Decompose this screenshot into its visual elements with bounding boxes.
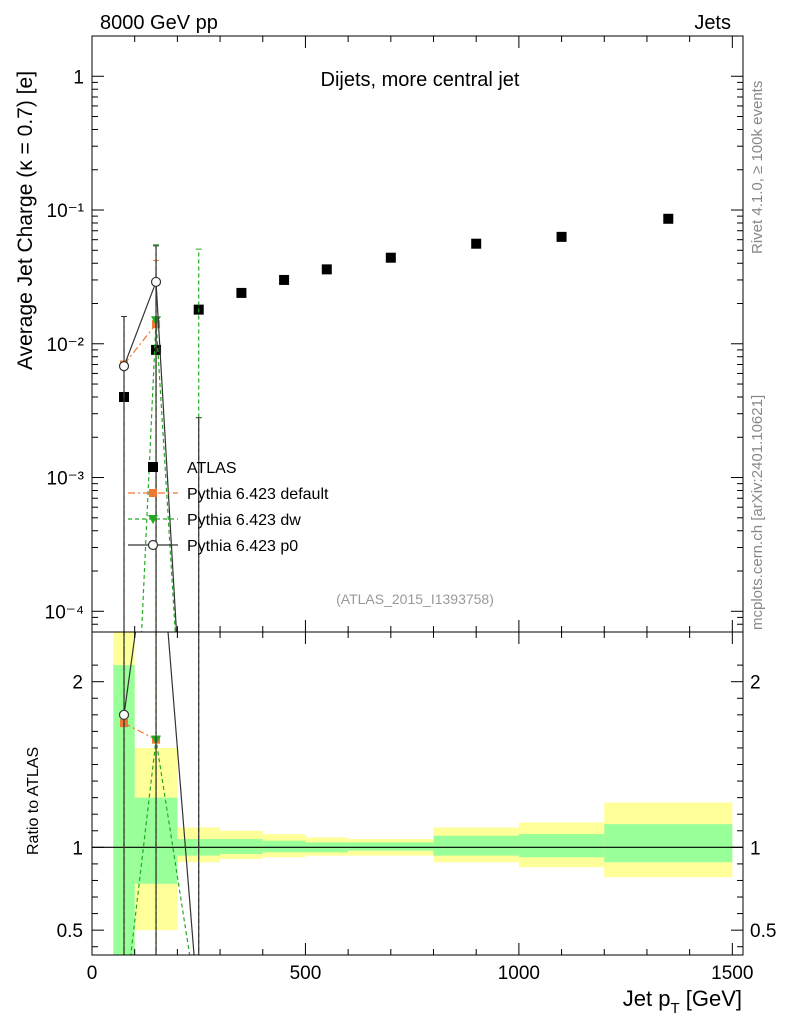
ratio-y-tick-label: 0.5 xyxy=(57,921,83,942)
x-tick-label: 0 xyxy=(87,963,98,984)
x-tick-label: 500 xyxy=(290,963,322,984)
main-atlas-point xyxy=(663,213,674,224)
energy-label: 8000 GeV pp xyxy=(100,12,218,34)
ratio-y-tick-label: 1 xyxy=(72,838,83,859)
x-axis-label: Jet pT [GeV] xyxy=(623,986,742,1017)
legend: ATLAS Pythia 6.423 default Pythia 6.423 dw… xyxy=(128,460,329,555)
main-atlas-point xyxy=(556,231,567,242)
main-dw-point xyxy=(119,1009,129,1018)
ratio-y-axis-label: Ratio to ATLAS xyxy=(25,747,42,855)
uncertainty-band-green xyxy=(262,840,306,853)
main-atlas-point xyxy=(321,264,332,275)
x-tick-label: 1000 xyxy=(498,963,540,984)
main-atlas-point xyxy=(471,238,482,249)
ratio-p0-point xyxy=(194,1008,203,1017)
rivet-version-label: Rivet 4.1.0, ≥ 100k events xyxy=(749,81,766,254)
main-atlas-point xyxy=(279,274,290,285)
ratio-series-line xyxy=(123,722,157,741)
legend-p0-point xyxy=(147,539,159,551)
ratio-plot-frame xyxy=(91,631,744,956)
uncertainty-band-green xyxy=(604,824,733,863)
x-tick-label: 1500 xyxy=(711,963,753,984)
source-label: mcplots.cern.ch [arXiv:2401.10621] xyxy=(749,395,766,630)
y-tick-label: 10⁻³ xyxy=(47,469,85,490)
analysis-watermark: (ATLAS_2015_I1393758) xyxy=(336,591,494,607)
y-tick-label: 10⁻² xyxy=(47,335,85,356)
series-line xyxy=(123,323,157,365)
ratio-y-tick-label-right: 1 xyxy=(750,838,761,859)
ratio-y-tick-label: 2 xyxy=(72,673,83,694)
uncertainty-band-green xyxy=(433,835,519,856)
legend-default-point xyxy=(149,489,157,497)
uncertainty-band-green xyxy=(348,842,434,851)
ratio-y-tick-label-right: 2 xyxy=(750,673,761,694)
main-atlas-point xyxy=(236,287,247,298)
main-p0-point xyxy=(118,361,130,372)
legend-label: Pythia 6.423 p0 xyxy=(187,538,298,555)
ratio-dw-point xyxy=(119,1009,129,1018)
ratio-p0-point xyxy=(118,709,130,720)
legend-label: ATLAS xyxy=(187,460,237,477)
uncertainty-band-green xyxy=(518,834,605,858)
uncertainty-band-green xyxy=(220,839,263,854)
y-tick-label: 10⁻⁴ xyxy=(45,602,84,623)
ratio-y-tick-label-right: 0.5 xyxy=(750,921,776,942)
main-p0-point xyxy=(194,1008,203,1017)
legend-label: Pythia 6.423 default xyxy=(187,486,329,503)
main-p0-point xyxy=(150,276,162,288)
category-label: Jets xyxy=(694,12,731,34)
y-tick-label: 10⁻¹ xyxy=(47,201,85,222)
ratio-dw-point xyxy=(194,1009,204,1018)
main-atlas-point xyxy=(385,252,396,263)
y-tick-label: 1 xyxy=(73,67,84,88)
main-dw-point xyxy=(194,1009,204,1018)
plot-title: Dijets, more central jet xyxy=(321,69,520,91)
legend-atlas-point xyxy=(148,462,158,472)
y-axis-label: Average Jet Charge (κ = 0.7) [e] xyxy=(14,71,37,370)
legend-dw-point xyxy=(148,515,158,524)
legend-label: Pythia 6.423 dw xyxy=(187,512,301,529)
